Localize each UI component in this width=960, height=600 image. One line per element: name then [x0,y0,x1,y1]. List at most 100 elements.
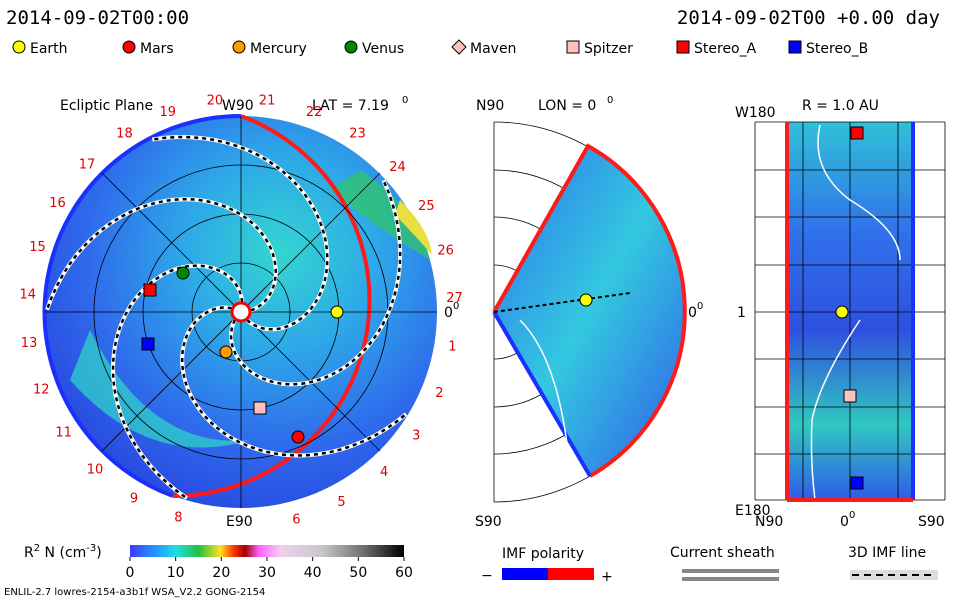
current-sheath [810,124,901,501]
sun [230,301,252,323]
date-right: 2014-09-02T00 +0.00 day [677,7,940,29]
legend-marker [122,40,136,54]
footer: ENLIL-2.7 lowres-2154-a3b1f WSA_V2.2 GON… [4,587,265,598]
legend-label: Earth [30,41,68,57]
lat-sup: 0 [402,95,408,106]
sector-label: 14 [20,287,37,302]
colorbar-tick-label: 20 [212,565,230,581]
lat-label: LAT = 7.19 [312,98,389,114]
label-part: 2 [34,543,40,554]
sector-label: 22 [306,105,323,120]
legend-marker [676,40,690,54]
legend-label: Mercury [250,41,307,57]
sheath-label: Current sheath [670,545,775,561]
axis-mid: 1 [737,305,746,321]
sector-label: 20 [207,94,224,109]
legend-label: Mars [140,41,174,57]
sector-label: 18 [116,127,133,142]
legend-marker [232,40,246,54]
spiral-dash [152,135,329,331]
sector-label: 17 [79,157,96,172]
sector-label: 26 [437,243,454,258]
colorbar-tick-label: 10 [167,565,185,581]
colorbar-tick-label: 0 [126,565,135,581]
imf-plus: + [601,569,613,585]
axis-bottom: E90 [226,514,253,530]
imf-spirals [45,134,408,500]
legend-marker [566,40,580,54]
x-mid: 0 [840,514,849,530]
lon-sup: 0 [607,95,613,106]
legend-label: Maven [470,41,516,57]
boundary-red [492,143,687,478]
axis-bottom: E180 [735,503,771,519]
x-right: S90 [918,514,945,530]
axis-right: 0 [688,305,697,321]
axis-bottom: S90 [475,514,502,530]
legend-marker [344,40,358,54]
colorbar-tick-label: 50 [349,565,367,581]
legend-label: Venus [362,41,404,57]
sector-label: 15 [29,240,46,255]
sector-label: 3 [412,429,420,444]
body-marker [291,430,305,444]
spiral-dash [45,197,278,312]
sector-label: 2 [435,386,443,401]
sector-label: 4 [380,465,388,480]
body-marker [176,266,190,280]
legend-label: Stereo_A [694,41,757,57]
body-marker [850,126,864,140]
legend-label: Spitzer [584,41,633,57]
sector-label: 11 [55,426,72,441]
legend-marker [12,40,26,54]
body-marker [330,305,344,319]
spiral-dash [111,264,244,500]
body-marker [850,476,864,490]
body-marker [143,283,157,297]
body-marker [579,293,593,307]
colorbar-label: R2 N (cm-3) [24,543,102,561]
boundary-red [172,114,372,499]
sector-label: 16 [49,196,66,211]
sector-label: 9 [130,491,138,506]
sector-label: 21 [259,94,276,109]
boundary-blue [492,310,592,478]
sector-label: 6 [292,513,300,528]
spiral-dash [180,306,407,457]
imf-positive [548,568,594,580]
body-marker [835,305,849,319]
imf-negative [502,568,548,580]
sector-label: 1 [448,339,456,354]
axis-top: W90 [222,98,254,114]
spiral-dash [229,179,402,386]
axis-right-sup: 0 [697,301,703,312]
sector-label: 10 [87,463,104,478]
panel-title: R = 1.0 AU [802,98,879,114]
axis-top: W180 [735,105,776,121]
body-marker [843,389,857,403]
body-marker [141,337,155,351]
label-part: -3 [86,543,96,554]
density-feature [395,200,432,255]
radial-grid [754,121,946,501]
colorbar-tick-label: 30 [258,565,276,581]
imf-label: IMF polarity [502,546,584,562]
label-part: R [24,545,34,561]
sector-label: 25 [418,199,435,214]
sector-label: 8 [174,511,182,526]
axis-right-sup: 0 [453,301,459,312]
date-left: 2014-09-02T00:00 [6,7,189,29]
boundary-blue [42,113,242,498]
colorbar-tick-label: 60 [395,565,413,581]
imf-minus: − [481,568,493,584]
meridional-wedge [494,146,685,476]
colorbar-tick-label: 40 [304,565,322,581]
sector-label: 5 [337,495,345,510]
panel-title: Ecliptic Plane [60,98,153,114]
current-sheath [519,319,571,471]
legend-marker [451,39,467,55]
sector-label: 27 [446,291,463,306]
axis-right: 0 [444,305,453,321]
